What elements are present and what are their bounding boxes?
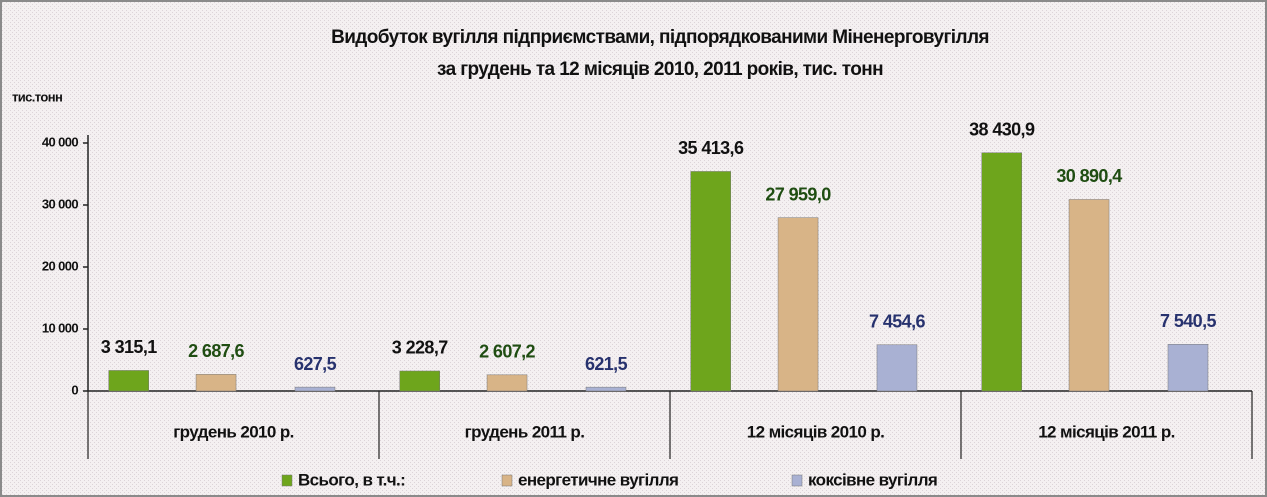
legend-swatch bbox=[791, 474, 803, 487]
y-tick-label: 0 bbox=[71, 382, 78, 397]
bar bbox=[777, 217, 819, 392]
bar bbox=[195, 374, 237, 392]
value-label: 2 687,6 bbox=[188, 341, 244, 361]
bar bbox=[399, 370, 440, 392]
bar bbox=[1167, 343, 1209, 392]
bar bbox=[486, 374, 528, 392]
x-tick-label: 12 місяців 2011 р. bbox=[1038, 422, 1175, 441]
y-tick-label: 40 000 bbox=[42, 134, 79, 149]
legend-label: Всього, в т.ч.: bbox=[298, 470, 405, 489]
y-axis-label: тис.тонн bbox=[12, 89, 62, 104]
bar bbox=[108, 370, 149, 392]
value-label: 2 607,2 bbox=[479, 342, 535, 362]
value-label: 27 959,0 bbox=[765, 184, 831, 204]
y-tick-label: 30 000 bbox=[42, 196, 79, 211]
bar bbox=[981, 152, 1022, 392]
value-label: 621,5 bbox=[585, 354, 628, 374]
value-label: 7 540,5 bbox=[1160, 311, 1216, 331]
chart-subtitle: за грудень та 12 місяців 2010, 2011 рокі… bbox=[437, 59, 883, 80]
value-label: 30 890,4 bbox=[1056, 166, 1122, 186]
bar bbox=[876, 344, 918, 392]
y-tick-label: 20 000 bbox=[42, 258, 79, 273]
x-tick-label: грудень 2010 р. bbox=[173, 422, 294, 441]
legend-label: енергетичне вугілля bbox=[518, 470, 678, 489]
bar bbox=[585, 386, 627, 392]
value-label: 627,5 bbox=[294, 354, 337, 374]
x-tick-label: 12 місяців 2010 р. bbox=[747, 422, 885, 441]
legend-swatch bbox=[281, 474, 293, 487]
bar bbox=[1068, 199, 1110, 392]
chart-title: Видобуток вугілля підприємствами, підпор… bbox=[331, 27, 989, 48]
x-tick-label: грудень 2011 р. bbox=[465, 422, 585, 441]
bar bbox=[294, 386, 336, 392]
legend-swatch bbox=[501, 474, 513, 487]
value-label: 38 430,9 bbox=[969, 119, 1035, 139]
value-label: 7 454,6 bbox=[869, 312, 925, 332]
value-label: 3 228,7 bbox=[392, 338, 448, 358]
bar bbox=[690, 171, 731, 392]
value-label: 35 413,6 bbox=[678, 138, 744, 158]
y-tick-label: 10 000 bbox=[42, 320, 79, 335]
value-label: 3 315,1 bbox=[101, 337, 157, 357]
legend-label: коксівне вугілля bbox=[808, 470, 937, 489]
